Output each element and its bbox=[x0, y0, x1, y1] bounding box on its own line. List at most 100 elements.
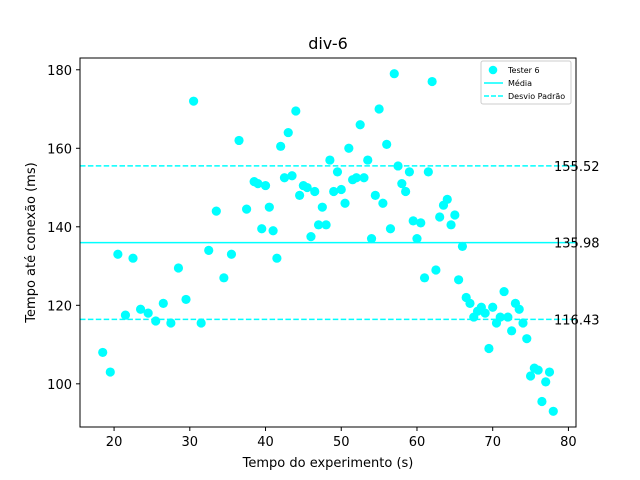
data-point-8 bbox=[158, 298, 168, 308]
data-point-29 bbox=[283, 127, 293, 138]
data-point-54 bbox=[378, 198, 388, 208]
data-point-93 bbox=[525, 371, 536, 381]
y-tick-label-2: 140 bbox=[47, 221, 72, 236]
data-point-25 bbox=[268, 226, 278, 236]
data-point-71 bbox=[442, 194, 452, 204]
data-point-34 bbox=[302, 182, 312, 193]
data-point-51 bbox=[366, 233, 377, 244]
data-point-45 bbox=[344, 143, 354, 153]
data-point-88 bbox=[507, 326, 517, 336]
legend-marker-0 bbox=[488, 65, 498, 75]
data-point-13 bbox=[196, 318, 206, 328]
x-axis-label: Tempo do experimento (s) bbox=[242, 456, 414, 471]
data-point-85 bbox=[495, 312, 505, 322]
data-point-90 bbox=[514, 304, 524, 314]
data-point-87 bbox=[503, 312, 513, 322]
data-point-27 bbox=[276, 141, 286, 151]
data-point-63 bbox=[412, 233, 422, 244]
data-point-92 bbox=[522, 334, 532, 344]
data-point-48 bbox=[355, 120, 365, 130]
data-point-55 bbox=[382, 139, 392, 149]
data-point-74 bbox=[454, 275, 464, 285]
data-point-47 bbox=[351, 173, 361, 183]
data-point-95 bbox=[533, 365, 543, 375]
data-point-43 bbox=[336, 184, 346, 195]
data-point-19 bbox=[241, 204, 252, 214]
data-point-21 bbox=[253, 179, 263, 189]
data-point-37 bbox=[313, 220, 324, 230]
x-tick-label-1: 30 bbox=[182, 435, 199, 450]
data-point-42 bbox=[332, 167, 343, 177]
data-point-0 bbox=[98, 347, 108, 358]
x-axis: 20 30 40 50 60 70 80 bbox=[106, 427, 577, 450]
x-tick-label-3: 50 bbox=[333, 435, 350, 450]
data-point-22 bbox=[257, 224, 267, 234]
data-point-60 bbox=[401, 186, 411, 197]
x-tick-label-6: 80 bbox=[560, 435, 577, 450]
legend-label-0: Tester 6 bbox=[507, 66, 540, 75]
data-point-52 bbox=[370, 190, 380, 200]
data-point-28 bbox=[279, 173, 290, 183]
legend: Tester 6 Média Desvio Padrão bbox=[480, 60, 572, 105]
data-point-77 bbox=[465, 298, 475, 308]
data-point-81 bbox=[480, 308, 490, 318]
data-point-30 bbox=[287, 171, 297, 181]
plot-area: 135.98 155.52 116.43 bbox=[79, 57, 600, 428]
data-point-97 bbox=[541, 377, 551, 387]
data-point-9 bbox=[166, 318, 176, 328]
data-point-32 bbox=[295, 190, 305, 200]
reference-line-label-0: 135.98 bbox=[554, 237, 600, 252]
y-axis-label: Tempo até conexão (ms) bbox=[24, 162, 39, 323]
data-point-56 bbox=[385, 224, 396, 234]
y-tick-label-0: 100 bbox=[47, 378, 72, 393]
y-tick-label-4: 180 bbox=[47, 64, 72, 79]
data-point-35 bbox=[306, 232, 316, 242]
data-point-17 bbox=[226, 249, 237, 259]
reference-line-label-1: 155.52 bbox=[554, 160, 600, 175]
data-point-66 bbox=[423, 167, 433, 177]
data-point-73 bbox=[450, 210, 460, 220]
data-point-26 bbox=[272, 253, 282, 263]
data-point-99 bbox=[548, 406, 558, 416]
data-point-16 bbox=[219, 273, 229, 283]
data-point-50 bbox=[363, 155, 373, 165]
data-point-5 bbox=[135, 304, 146, 314]
data-point-3 bbox=[120, 310, 131, 320]
data-point-69 bbox=[435, 212, 445, 222]
data-point-12 bbox=[188, 96, 199, 106]
data-point-58 bbox=[393, 161, 403, 171]
data-point-18 bbox=[234, 135, 244, 146]
data-point-4 bbox=[128, 253, 138, 263]
plot-frame bbox=[79, 57, 577, 428]
x-tick-label-2: 40 bbox=[257, 435, 274, 450]
data-point-62 bbox=[408, 216, 418, 226]
data-point-1 bbox=[105, 367, 115, 377]
reference-line-label-2: 116.43 bbox=[554, 313, 600, 328]
data-point-83 bbox=[488, 302, 498, 312]
data-point-49 bbox=[359, 173, 369, 183]
data-point-24 bbox=[264, 202, 274, 212]
data-point-68 bbox=[431, 265, 441, 275]
data-point-98 bbox=[544, 367, 555, 377]
legend-box bbox=[480, 60, 572, 105]
data-point-41 bbox=[329, 186, 339, 197]
y-axis: 100 120 140 160 180 bbox=[47, 64, 80, 393]
data-point-82 bbox=[484, 343, 494, 354]
data-point-86 bbox=[499, 286, 509, 297]
data-point-11 bbox=[181, 294, 191, 305]
x-tick-label-4: 60 bbox=[409, 435, 426, 450]
chart-title: div-6 bbox=[308, 34, 348, 53]
data-point-14 bbox=[204, 245, 214, 255]
data-point-61 bbox=[404, 167, 415, 177]
data-point-36 bbox=[310, 186, 320, 197]
data-point-39 bbox=[321, 220, 331, 230]
data-point-31 bbox=[291, 106, 301, 116]
data-point-59 bbox=[397, 179, 407, 189]
data-point-67 bbox=[427, 76, 437, 87]
data-point-38 bbox=[317, 202, 327, 212]
data-point-75 bbox=[457, 241, 468, 252]
data-point-2 bbox=[113, 249, 123, 259]
data-point-7 bbox=[151, 316, 161, 326]
data-point-23 bbox=[260, 180, 271, 191]
